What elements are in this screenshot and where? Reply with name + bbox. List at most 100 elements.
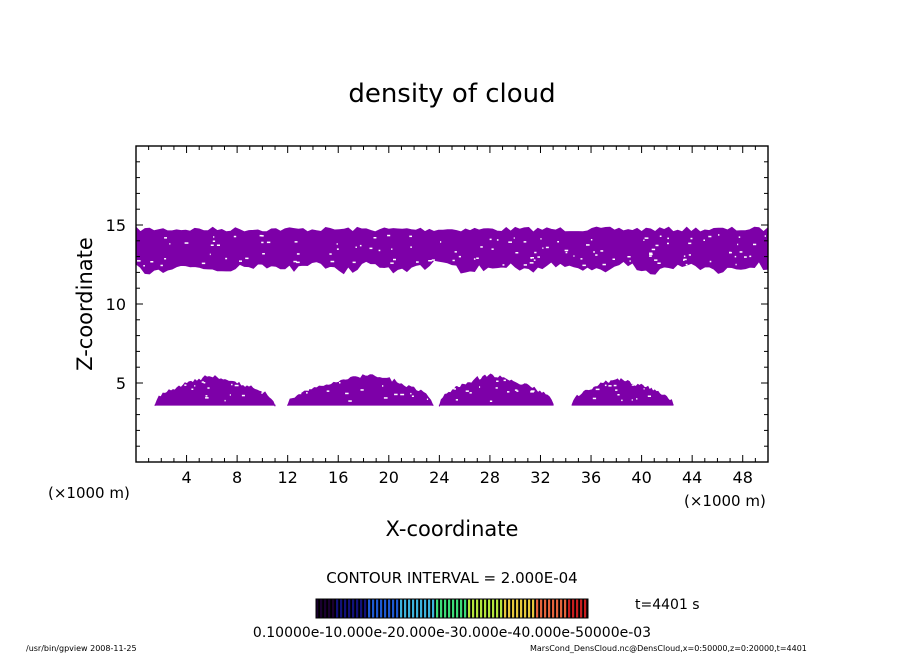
cloud-speckle bbox=[164, 258, 167, 260]
cloud-speckle bbox=[184, 384, 187, 386]
contour-interval-text: CONTOUR INTERVAL = 2.000E-04 bbox=[326, 569, 577, 587]
colorbar-stripe-gap bbox=[562, 599, 564, 618]
colorbar-stripe bbox=[520, 599, 524, 618]
cloud-speckle bbox=[593, 251, 595, 253]
cloud-speckle bbox=[465, 390, 469, 392]
colorbar-stripe bbox=[568, 599, 572, 618]
colorbar-stripe bbox=[356, 599, 360, 618]
colorbar-stripe bbox=[328, 599, 332, 618]
cloud-speckle bbox=[293, 260, 297, 263]
cloud-speckle bbox=[495, 387, 498, 389]
cloud-speckle bbox=[515, 252, 519, 254]
colorbar-stripe-gap bbox=[478, 599, 480, 618]
colorbar-stripe bbox=[316, 599, 320, 618]
colorbar-stripe bbox=[544, 599, 548, 618]
x-tick-label: 48 bbox=[733, 468, 753, 487]
cloud-speckle bbox=[753, 243, 757, 246]
cloud-speckle bbox=[489, 238, 492, 241]
colorbar-stripe bbox=[320, 599, 324, 618]
cloud-speckle bbox=[431, 259, 435, 261]
colorbar-stripe-gap bbox=[458, 599, 460, 618]
cloud-speckle bbox=[688, 254, 691, 256]
colorbar-stripe bbox=[396, 599, 400, 618]
x-tick-label: 8 bbox=[232, 468, 242, 487]
cloud-speckle bbox=[410, 392, 412, 395]
colorbar-stripe bbox=[436, 599, 440, 618]
colorbar-stripe-gap bbox=[518, 599, 520, 618]
cloud-speckle bbox=[210, 244, 214, 246]
cloud-speckle bbox=[683, 259, 685, 261]
colorbar-stripe-gap bbox=[398, 599, 400, 618]
cloud-speckle bbox=[530, 390, 535, 392]
cloud-speckle bbox=[355, 246, 357, 248]
lower-cloud-dome-3 bbox=[438, 373, 554, 407]
cloud-speckle bbox=[294, 241, 298, 243]
x-tick-label: 12 bbox=[278, 468, 298, 487]
cloud-speckle bbox=[503, 379, 506, 382]
cloud-speckle bbox=[688, 242, 692, 245]
colorbar-labels: 0.10000e-10.000e-20.000e-30.000e-40.000e… bbox=[253, 625, 651, 641]
colorbar-stripe bbox=[380, 599, 384, 618]
cloud-speckle bbox=[410, 246, 412, 248]
cloud-speckle bbox=[683, 255, 686, 257]
cloud-speckle bbox=[667, 242, 669, 245]
colorbar-stripe-gap bbox=[318, 599, 320, 618]
colorbar-stripe bbox=[344, 599, 348, 618]
colorbar-stripe bbox=[468, 599, 472, 618]
colorbar-stripe bbox=[492, 599, 496, 618]
footer-right: MarsCond_DensCloud.nc@DensCloud,x=0:5000… bbox=[530, 644, 807, 653]
colorbar-stripe-gap bbox=[406, 599, 408, 618]
colorbar-stripe-gap bbox=[330, 599, 332, 618]
colorbar-stripe bbox=[384, 599, 388, 618]
y-tick-label: 5 bbox=[116, 374, 126, 393]
colorbar-stripe-gap bbox=[382, 599, 384, 618]
cloud-speckle bbox=[383, 397, 388, 399]
colorbar-stripe bbox=[584, 599, 588, 618]
cloud-speckle bbox=[525, 381, 529, 384]
cloud-speckle bbox=[523, 241, 527, 243]
colorbar-stripe-gap bbox=[566, 599, 568, 618]
cloud-speckle bbox=[573, 255, 575, 257]
colorbar-stripe bbox=[504, 599, 508, 618]
lower-cloud-dome-2 bbox=[287, 374, 434, 406]
upper-cloud-band bbox=[135, 225, 769, 275]
cloud-speckle bbox=[612, 258, 615, 260]
colorbar-stripe-gap bbox=[378, 599, 380, 618]
colorbar-stripe-gap bbox=[506, 599, 508, 618]
colorbar-stripe-gap bbox=[450, 599, 452, 618]
colorbar-stripe-gap bbox=[586, 599, 588, 618]
cloud-speckle bbox=[161, 390, 164, 392]
colorbar-stripe bbox=[340, 599, 344, 618]
colorbar-stripe-gap bbox=[582, 599, 584, 618]
cloud-speckle bbox=[690, 237, 693, 240]
colorbar-stripe bbox=[556, 599, 560, 618]
colorbar-stripe bbox=[580, 599, 584, 618]
colorbar-stripe-gap bbox=[354, 599, 356, 618]
cloud-speckle bbox=[496, 239, 499, 241]
cloud-speckle bbox=[194, 385, 196, 387]
colorbar-stripe-gap bbox=[466, 599, 468, 618]
colorbar-stripe-gap bbox=[346, 599, 348, 618]
colorbar-stripe bbox=[364, 599, 368, 618]
colorbar-stripe bbox=[372, 599, 376, 618]
colorbar-stripe-gap bbox=[418, 599, 420, 618]
cloud-speckle bbox=[360, 389, 364, 391]
cloud-speckle bbox=[426, 398, 429, 400]
cloud-speckle bbox=[533, 259, 536, 261]
colorbar-stripe-gap bbox=[426, 599, 428, 618]
colorbar-stripe bbox=[532, 599, 536, 618]
colorbar-stripe-gap bbox=[402, 599, 404, 618]
cloud-speckle bbox=[592, 397, 597, 400]
colorbar-stripe-gap bbox=[538, 599, 540, 618]
cloud-speckle bbox=[764, 235, 766, 237]
colorbar-stripe-gap bbox=[434, 599, 436, 618]
colorbar-stripe bbox=[400, 599, 404, 618]
colorbar-stripe bbox=[552, 599, 556, 618]
cloud-speckle bbox=[586, 244, 590, 246]
colorbar-stripe bbox=[560, 599, 564, 618]
cloud-speckle bbox=[201, 381, 204, 383]
cloud-speckle bbox=[667, 237, 669, 240]
colorbar-stripe bbox=[432, 599, 436, 618]
cloud-speckle bbox=[683, 258, 687, 261]
cloud-speckle bbox=[580, 258, 583, 260]
